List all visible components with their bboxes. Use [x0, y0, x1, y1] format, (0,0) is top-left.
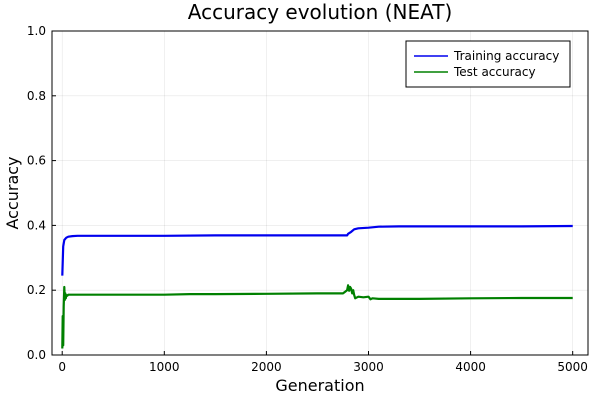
y-tick-label: 0.0 [27, 348, 46, 362]
y-axis-label: Accuracy [3, 156, 22, 229]
plot-frame [51, 30, 589, 356]
series-lines [61, 224, 573, 349]
legend-box [405, 40, 571, 88]
x-tick-label: 1000 [149, 360, 180, 374]
x-tick-label: 0 [58, 360, 66, 374]
y-tick-label: 0.2 [27, 283, 46, 297]
y-tick-label: 0.6 [27, 154, 46, 168]
x-axis-label: Generation [275, 376, 364, 395]
x-axis: 0 1000 2000 3000 4000 5000 [58, 351, 588, 374]
legend-label-test: Test accuracy [453, 65, 536, 79]
y-tick-label: 1.0 [27, 24, 46, 38]
x-tick-label: 3000 [353, 360, 384, 374]
y-tick-label: 0.4 [27, 218, 46, 232]
legend-label-training: Training accuracy [453, 49, 559, 63]
x-tick-label: 5000 [557, 360, 588, 374]
series-line-training [61, 224, 573, 276]
chart-title: Accuracy evolution (NEAT) [188, 0, 453, 24]
y-tick-label: 0.8 [27, 89, 46, 103]
x-tick-label: 4000 [455, 360, 486, 374]
series-line-test [61, 284, 573, 349]
y-axis: 0.0 0.2 0.4 0.6 0.8 1.0 [27, 24, 56, 362]
legend: Training accuracy Test accuracy [405, 40, 571, 88]
x-tick-label: 2000 [251, 360, 282, 374]
